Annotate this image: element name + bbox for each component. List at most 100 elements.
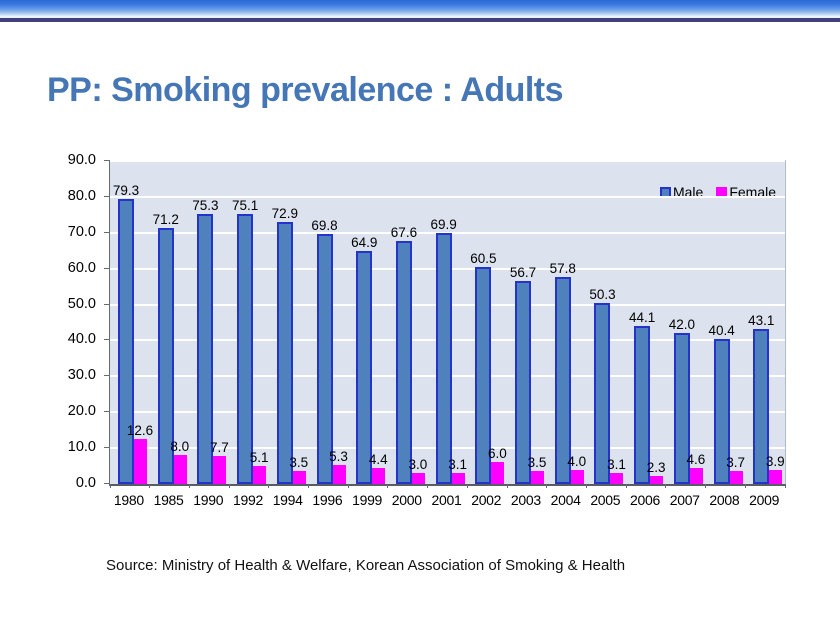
- bar-group: 42.0 4.6: [666, 161, 706, 484]
- y-tick-label: 0.0: [75, 475, 96, 491]
- x-tick: [585, 484, 587, 488]
- bar-group: 56.7 3.5: [507, 161, 547, 484]
- female-value-label: 4.0: [567, 453, 587, 469]
- x-tick: [546, 484, 548, 488]
- female-bar: [213, 456, 227, 484]
- bar-group: 75.3 7.7: [189, 161, 229, 484]
- x-tick-label: 1992: [232, 492, 263, 508]
- gridline: [110, 231, 785, 234]
- female-bar: [769, 470, 783, 484]
- male-bar: [435, 233, 452, 484]
- female-value-label: 6.0: [487, 446, 507, 462]
- male-value-label: 79.3: [112, 183, 140, 199]
- bar-group: 69.9 3.1: [428, 161, 468, 484]
- male-bar: [197, 213, 214, 484]
- x-tick: [625, 484, 627, 488]
- x-tick: [427, 484, 429, 488]
- female-value-label: 3.0: [408, 457, 428, 473]
- y-tick: [104, 447, 110, 449]
- female-bar: [491, 462, 505, 484]
- bar-group: 72.9 3.5: [269, 161, 309, 484]
- female-bar: [332, 464, 346, 484]
- x-tick: [268, 484, 270, 488]
- male-bar: [118, 199, 134, 484]
- y-tick-label: 10.0: [67, 439, 96, 456]
- female-bar: [253, 465, 267, 484]
- female-bar: [372, 468, 386, 484]
- top-banner-navy-line: [0, 18, 840, 22]
- female-value-label: 12.6: [126, 422, 154, 438]
- male-value-label: 50.3: [589, 287, 616, 303]
- male-bar: [157, 228, 174, 484]
- female-value-label: 3.7: [726, 454, 745, 470]
- x-tick-label: 2006: [630, 492, 660, 508]
- y-tick: [104, 483, 110, 484]
- female-value-label: 3.1: [607, 456, 626, 472]
- x-tick: [149, 484, 151, 488]
- source-note: Source: Ministry of Health & Welfare, Ko…: [106, 557, 626, 574]
- female-legend-swatch: [716, 186, 728, 198]
- male-value-label: 43.1: [748, 313, 775, 329]
- y-tick-label: 40.0: [67, 331, 96, 348]
- male-value-label: 56.7: [509, 264, 537, 280]
- female-value-label: 4.4: [368, 452, 388, 468]
- female-bar: [292, 471, 306, 484]
- male-value-label: 75.3: [192, 197, 219, 213]
- y-tick: [104, 339, 110, 341]
- female-value-label: 5.3: [329, 448, 348, 464]
- male-value-label: 69.9: [430, 217, 457, 233]
- y-tick: [104, 303, 110, 305]
- y-tick-label: 90.0: [67, 152, 96, 168]
- female-bar: [570, 469, 584, 484]
- x-tick-label: 2001: [431, 492, 462, 508]
- y-tick-label: 60.0: [67, 259, 96, 276]
- female-bar: [689, 467, 703, 484]
- x-tick-label: 1990: [193, 492, 224, 508]
- male-bar: [395, 241, 412, 484]
- x-tick: [744, 484, 746, 488]
- x-tick: [188, 484, 190, 488]
- male-value-label: 64.9: [351, 235, 378, 251]
- male-bar: [356, 251, 373, 484]
- y-tick-label: 80.0: [67, 187, 96, 204]
- female-value-label: 3.9: [765, 454, 785, 470]
- male-bar: [673, 333, 690, 484]
- x-tick: [506, 484, 508, 488]
- female-bar: [173, 455, 187, 484]
- bar-group: 67.6 3.0: [388, 161, 428, 484]
- x-tick: [705, 484, 707, 488]
- female-value-label: 4.6: [686, 451, 706, 467]
- female-bar: [610, 472, 624, 484]
- x-axis-labels: 1980 1985 1990 1992 1994 1996 1999 2000 2001 2002…: [109, 492, 784, 508]
- x-tick-label: 1985: [153, 492, 184, 508]
- x-tick-label: 2003: [510, 492, 541, 508]
- top-banner-gradient: [0, 0, 840, 16]
- male-value-label: 71.2: [152, 212, 179, 228]
- bar-group: 71.2 8.0: [150, 161, 190, 484]
- bar-group: 64.9 4.4: [348, 161, 388, 484]
- y-tick-label: 30.0: [67, 367, 96, 384]
- y-tick: [104, 231, 110, 233]
- female-value-label: 3.5: [289, 455, 309, 471]
- male-bar: [276, 222, 293, 484]
- y-tick: [104, 160, 110, 161]
- x-tick: [109, 484, 111, 488]
- male-bar: [554, 276, 571, 484]
- y-tick-label: 20.0: [67, 403, 96, 420]
- bar-group: 43.1 3.9: [745, 161, 785, 484]
- top-banner-highlight-line: [0, 16, 840, 18]
- bar-group: 57.8 4.0: [547, 161, 587, 484]
- male-value-label: 42.0: [668, 317, 696, 333]
- female-value-label: 3.5: [527, 455, 547, 471]
- y-tick: [104, 267, 110, 269]
- x-tick-label: 2004: [550, 492, 581, 508]
- page-title: PP: Smoking prevalence : Adults: [47, 70, 564, 109]
- female-bar: [729, 470, 743, 484]
- male-bar: [515, 280, 532, 484]
- male-value-label: 44.1: [629, 309, 656, 325]
- male-bar: [316, 233, 333, 484]
- male-value-label: 40.4: [708, 323, 735, 339]
- bar-group: 75.1 5.1: [229, 161, 269, 484]
- plot-area: Male Female 79.3 12.6 71.2 8.0 75.3 7.7 75.1 5.1…: [104, 160, 786, 488]
- male-bar: [753, 329, 770, 484]
